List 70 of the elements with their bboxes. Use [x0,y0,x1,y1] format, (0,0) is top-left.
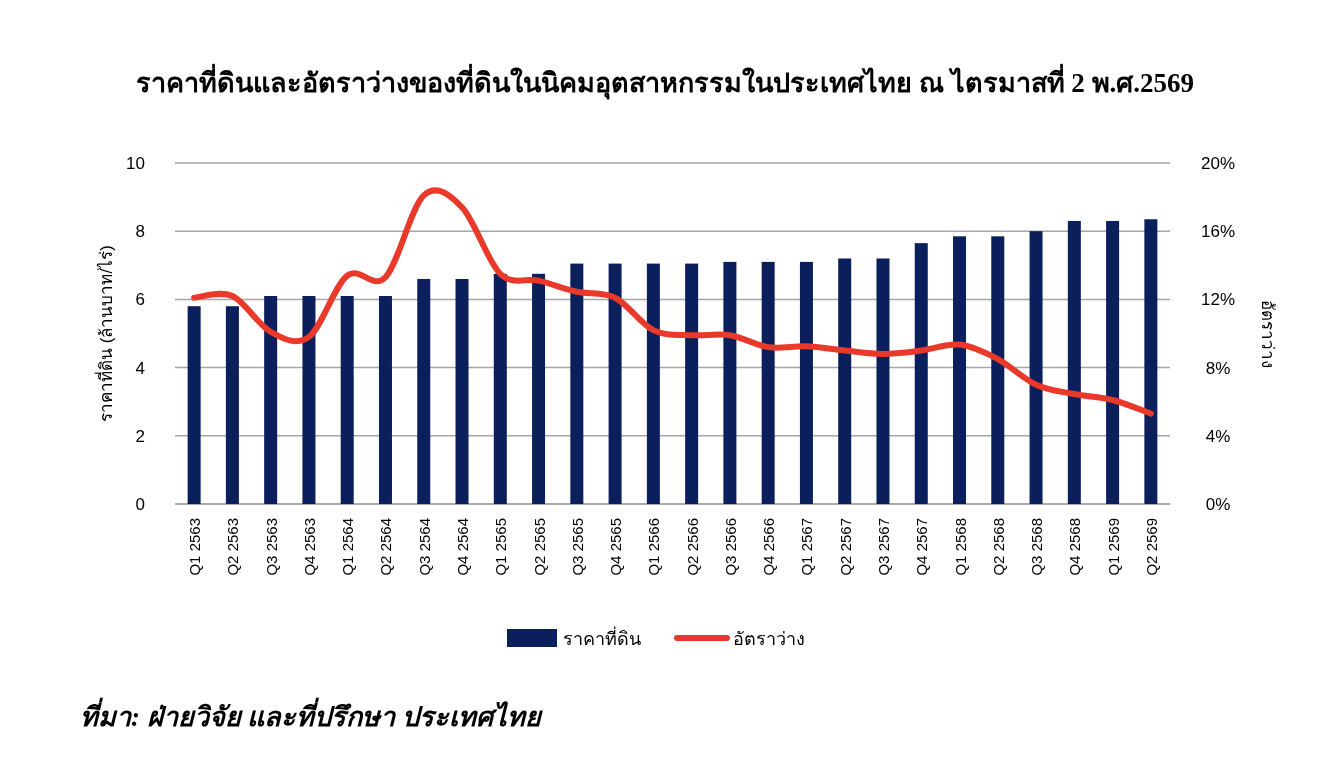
bar [187,306,201,504]
bar [1067,220,1081,504]
bar [340,295,354,504]
y2-tick-label: 20% [1200,154,1236,173]
y2-tick-label: 0% [1205,495,1231,514]
bar [608,263,622,504]
bar [1029,231,1043,504]
y-tick-label: 2 [135,426,145,446]
x-tick-label: Q1 2565 [492,518,510,576]
x-tick-label: Q3 2564 [415,518,433,576]
bar [570,263,584,504]
x-tick-label: Q1 2566 [645,518,663,576]
bar [1106,220,1120,504]
legend-label: ราคาที่ดิน [563,626,641,649]
bar [1144,219,1158,504]
y-tick-label: 10 [126,154,145,173]
x-tick-label: Q4 2565 [607,518,625,576]
text: ที่มา: ฝ่ายวิจัย และที่ปรึกษา ประเทศไทย [80,697,544,732]
bar [991,236,1005,504]
x-tick-label: Q2 2567 [836,518,854,576]
x-tick-label: Q3 2563 [262,518,280,576]
bar [914,243,928,504]
y-tick-label: 4 [135,358,145,378]
bar [225,306,239,504]
y-tick-label: 6 [135,290,145,310]
bar [646,263,660,504]
x-tick-label: Q1 2563 [186,518,204,576]
x-tick-label: Q1 2564 [339,518,357,576]
x-tick-label: Q1 2569 [1104,518,1122,576]
bar [417,278,431,504]
x-tick-label: Q3 2567 [874,518,892,576]
x-tick-label: Q2 2563 [224,518,242,576]
x-tick-label: Q4 2568 [1066,518,1084,576]
y2-tick-label: 16% [1200,222,1236,242]
bar [723,261,737,504]
bar [838,258,852,504]
y2-tick-label: 12% [1200,290,1236,310]
x-tick-label: Q1 2568 [951,518,969,576]
x-tick-label: Q2 2568 [989,518,1007,576]
y-tick-label: 0 [135,495,145,514]
bar [493,273,507,504]
bar [685,263,699,504]
chart-title: ราคาที่ดินและอัตราว่างของที่ดินในนิคมอุตสาหกรรมในประเทศไทย ณ ไตรมาสที่ 2 พ.ศ.2569 [136,63,1194,100]
x-tick-label: Q2 2566 [683,518,701,576]
x-tick-label: Q4 2564 [454,518,472,576]
x-tick-label: Q4 2567 [913,518,931,576]
x-tick-label: Q2 2565 [530,518,548,576]
x-tick-label: Q4 2566 [760,518,778,576]
y-tick-label: 8 [135,222,145,242]
bar [264,295,278,504]
bar [455,278,469,504]
y2-axis-title: อัตราว่าง [1258,299,1277,368]
y-axis-title: ราคาที่ดิน (ล้านบาท/ไร่) [94,245,116,422]
bar [378,295,392,504]
bar [876,258,890,504]
bar [799,261,813,504]
bar [761,261,775,504]
x-tick-label: Q2 2564 [377,518,395,576]
bar [953,236,967,504]
x-tick-label: Q3 2566 [721,518,739,576]
x-tick-label: Q2 2569 [1142,518,1160,576]
x-tick-label: Q3 2568 [1028,518,1046,576]
legend-label: อัตราว่าง [733,629,805,649]
x-tick-label: Q4 2563 [300,518,318,576]
bar [302,295,316,504]
x-tick-label: Q3 2565 [568,518,586,576]
y2-tick-label: 8% [1205,358,1231,378]
x-tick-label: Q1 2567 [798,518,816,576]
y2-tick-label: 4% [1205,426,1231,446]
bar [532,273,546,504]
